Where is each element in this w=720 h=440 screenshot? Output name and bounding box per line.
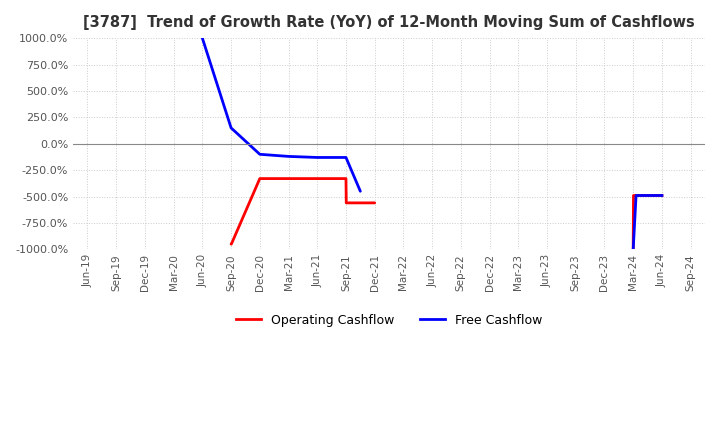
- Free Cashflow: [198, 36, 207, 41]
- Free Cashflow: [356, 189, 364, 194]
- Line: Operating Cashflow: Operating Cashflow: [231, 179, 374, 244]
- Legend: Operating Cashflow, Free Cashflow: Operating Cashflow, Free Cashflow: [231, 309, 547, 332]
- Operating Cashflow: [227, 242, 235, 247]
- Free Cashflow: [227, 125, 235, 131]
- Operating Cashflow: [313, 176, 322, 181]
- Title: [3787]  Trend of Growth Rate (YoY) of 12-Month Moving Sum of Cashflows: [3787] Trend of Growth Rate (YoY) of 12-…: [84, 15, 695, 30]
- Operating Cashflow: [256, 176, 264, 181]
- Free Cashflow: [328, 155, 336, 160]
- Operating Cashflow: [370, 200, 379, 205]
- Operating Cashflow: [284, 176, 293, 181]
- Operating Cashflow: [342, 176, 351, 181]
- Free Cashflow: [284, 154, 293, 159]
- Free Cashflow: [342, 155, 351, 160]
- Operating Cashflow: [227, 242, 235, 247]
- Line: Free Cashflow: Free Cashflow: [202, 38, 360, 191]
- Free Cashflow: [313, 155, 322, 160]
- Operating Cashflow: [342, 200, 351, 205]
- Free Cashflow: [256, 152, 264, 157]
